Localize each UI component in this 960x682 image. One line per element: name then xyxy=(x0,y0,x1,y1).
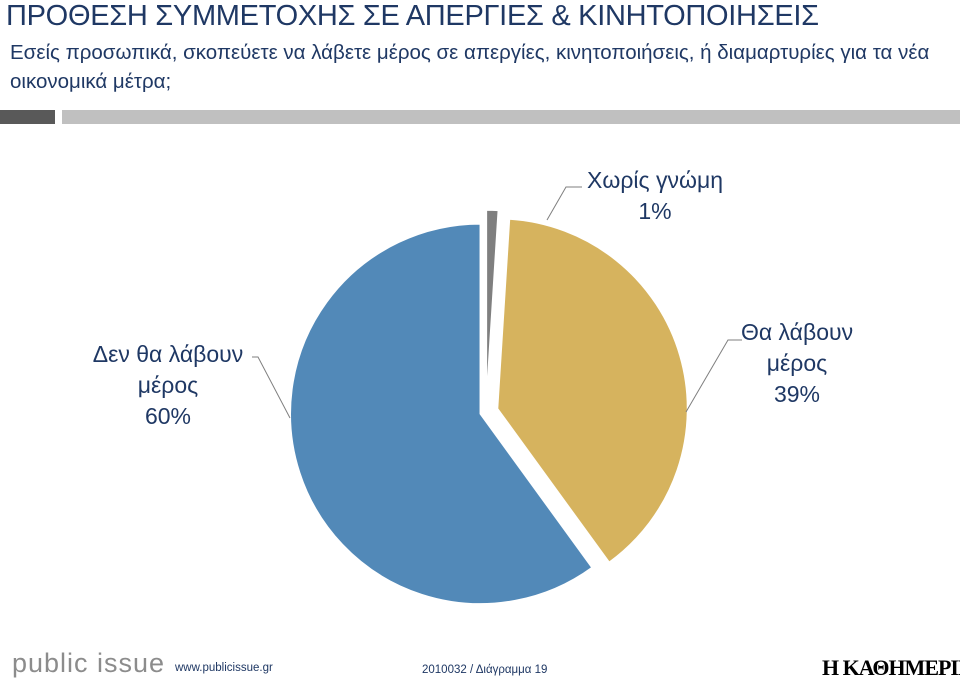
slice-label-will-not-participate: Δεν θα λάβουν μέρος 60% xyxy=(93,341,244,429)
leader-line-will-participate xyxy=(685,339,742,413)
slice-percent: 60% xyxy=(145,403,191,429)
kathimerini-logo: Η ΚΑΘΗΜΕΡΙΝΗ xyxy=(822,655,960,680)
public-issue-logo: public issue xyxy=(12,648,166,678)
survey-question: Εσείς προσωπικά, σκοπεύετε να λάβετε μέρ… xyxy=(10,41,930,93)
slice-label-line: Χωρίς γνώμη xyxy=(587,167,723,193)
slice-percent: 39% xyxy=(774,381,820,407)
pie-slice-no-opinion xyxy=(485,209,500,401)
footer-url[interactable]: www.publicissue.gr xyxy=(175,662,273,674)
slice-label-no-opinion: Χωρίς γνώμη 1% xyxy=(587,167,723,224)
slice-label-line: μέρος xyxy=(767,350,827,376)
footer-diagram-code: 2010032 / Διάγραμμα 19 xyxy=(422,664,548,676)
leader-line-will-not-participate xyxy=(252,356,291,419)
header-divider-dark xyxy=(0,110,55,124)
pie-chart: Χωρίς γνώμη 1% Θα λάβουν μέρος 39% Δεν θα λάβ… xyxy=(93,167,853,605)
leader-line-no-opinion xyxy=(546,186,582,221)
pie-slice-will-participate xyxy=(496,218,689,564)
page-title: ΠΡΟΘΕΣΗ ΣΥΜΜΕΤΟΧΗΣ ΣΕ ΑΠΕΡΓΙΕΣ & ΚΙΝΗΤΟΠ… xyxy=(6,0,819,32)
slice-percent: 1% xyxy=(638,198,671,224)
slice-label-will-participate: Θα λάβουν μέρος 39% xyxy=(741,319,853,407)
slice-label-line: Δεν θα λάβουν xyxy=(93,341,244,367)
pie-slice-will-not-participate xyxy=(289,223,594,605)
slice-label-line: Θα λάβουν xyxy=(741,319,853,345)
slice-label-line: μέρος xyxy=(138,372,198,398)
header-divider-light xyxy=(62,110,960,124)
